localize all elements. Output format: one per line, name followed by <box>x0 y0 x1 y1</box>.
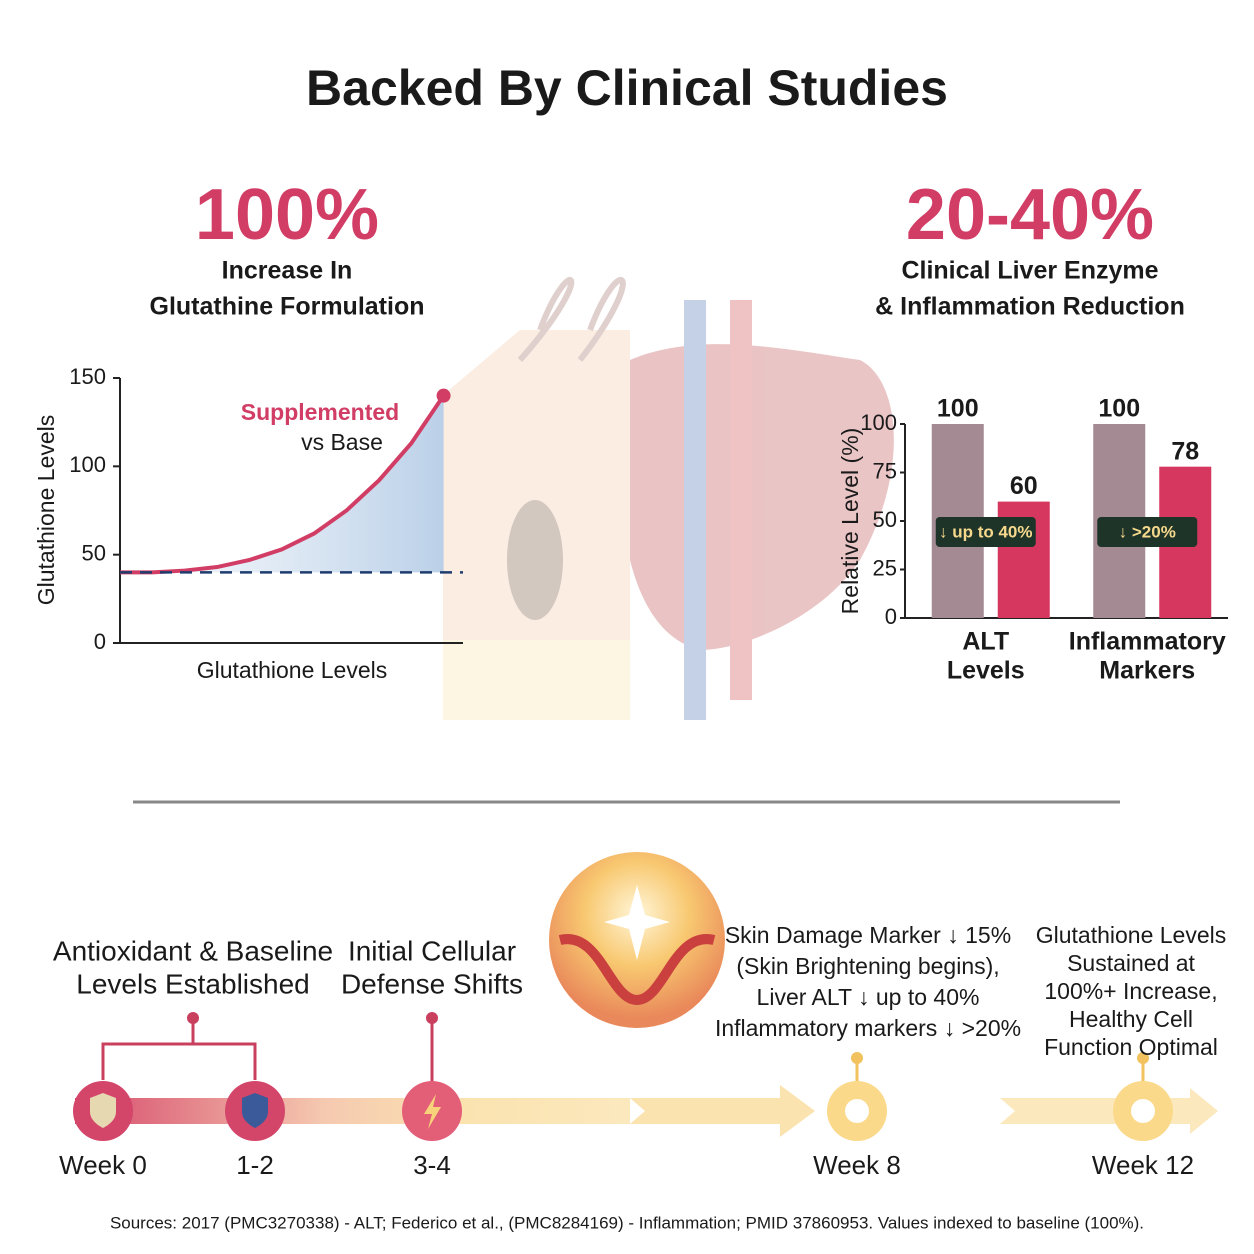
x-axis-label: Glutathione Levels <box>197 657 388 683</box>
milestone-note: Inflammatory markers ↓ >20% <box>715 1015 1021 1041</box>
milestone-note: (Skin Brightening begins), <box>736 953 999 979</box>
y-tick-label: 0 <box>885 604 897 629</box>
milestone-label: Week 8 <box>813 1150 901 1180</box>
end-point <box>436 388 451 403</box>
badge <box>1097 517 1198 547</box>
y-tick-label: 0 <box>94 629 106 654</box>
stat-caption: & Inflammation Reduction <box>875 293 1185 321</box>
bracket <box>101 1042 257 1080</box>
x-tick-label: ALT <box>962 628 1009 656</box>
y-tick-label: 150 <box>69 364 106 389</box>
sun <box>845 1099 869 1123</box>
shield <box>242 1093 268 1128</box>
value-label: 100 <box>937 395 979 423</box>
connector-dot <box>851 1052 863 1064</box>
illustration <box>443 276 894 720</box>
timeline-arrow <box>630 1085 815 1137</box>
title: Backed By Clinical Studies <box>306 60 948 116</box>
milestone-note: Healthy Cell <box>1069 1006 1193 1032</box>
milestone-label: Week 0 <box>59 1150 147 1180</box>
stat-caption: Glutathine Formulation <box>150 293 425 321</box>
milestone-note: Antioxidant & Baseline <box>53 935 333 966</box>
stat-value: 100% <box>195 175 379 255</box>
milestone-note: Liver ALT ↓ up to 40% <box>757 984 980 1010</box>
stat-value: 20-40% <box>906 175 1154 255</box>
timeline-bar <box>75 1098 630 1124</box>
x-tick-label: Markers <box>1099 657 1195 685</box>
y-tick-label: 100 <box>69 452 106 477</box>
value-label: 78 <box>1171 437 1199 465</box>
milestone-note: Sustained at <box>1067 950 1195 976</box>
value-label: 60 <box>1010 472 1038 500</box>
milestone-note: Function Optimal <box>1044 1034 1218 1060</box>
y-tick-label: 100 <box>860 410 897 435</box>
milestone-label: Week 12 <box>1092 1150 1194 1180</box>
milestone-note: Glutathione Levels <box>1036 922 1227 948</box>
badge-label: ↓ up to 40% <box>939 522 1033 541</box>
badge-label: ↓ >20% <box>1119 522 1176 541</box>
shield <box>90 1093 116 1128</box>
milestone-note: Skin Damage Marker ↓ 15% <box>725 922 1011 948</box>
stat-caption: Increase In <box>222 257 353 285</box>
skin-icon-wave <box>558 934 716 1006</box>
timeline-arrow <box>1000 1088 1218 1134</box>
sources: Sources: 2017 (PMC3270338) - ALT; Federi… <box>110 1213 1144 1232</box>
connector-dot <box>426 1012 438 1024</box>
connector-dot <box>187 1012 199 1024</box>
milestone-note: 100%+ Increase, <box>1044 978 1217 1004</box>
bolt <box>424 1094 441 1129</box>
sun <box>1131 1099 1155 1123</box>
milestone-note: Defense Shifts <box>341 968 523 999</box>
sparkle <box>604 885 670 960</box>
y-tick-label: 50 <box>82 540 106 565</box>
milestone-label: 3-4 <box>413 1150 451 1180</box>
milestone-label: 1-2 <box>236 1150 274 1180</box>
y-axis-label: Relative Level (%) <box>837 428 863 615</box>
legend-label: Supplemented <box>241 399 399 425</box>
milestone-note: Levels Established <box>76 968 309 999</box>
milestone-note: Initial Cellular <box>348 935 516 966</box>
stat-caption: Clinical Liver Enzyme <box>901 257 1158 285</box>
area-fill <box>120 395 444 573</box>
badge <box>935 517 1036 547</box>
annotation: vs Base <box>301 429 383 455</box>
x-tick-label: Levels <box>947 657 1025 685</box>
series-line <box>120 394 446 575</box>
connector-dot <box>1137 1052 1149 1064</box>
x-tick-label: Inflammatory <box>1069 628 1226 656</box>
y-tick-label: 25 <box>873 555 897 580</box>
y-axis-label: Glutathione Levels <box>33 415 59 606</box>
y-tick-label: 75 <box>873 458 897 483</box>
y-tick-label: 50 <box>873 507 897 532</box>
value-label: 100 <box>1098 395 1140 423</box>
